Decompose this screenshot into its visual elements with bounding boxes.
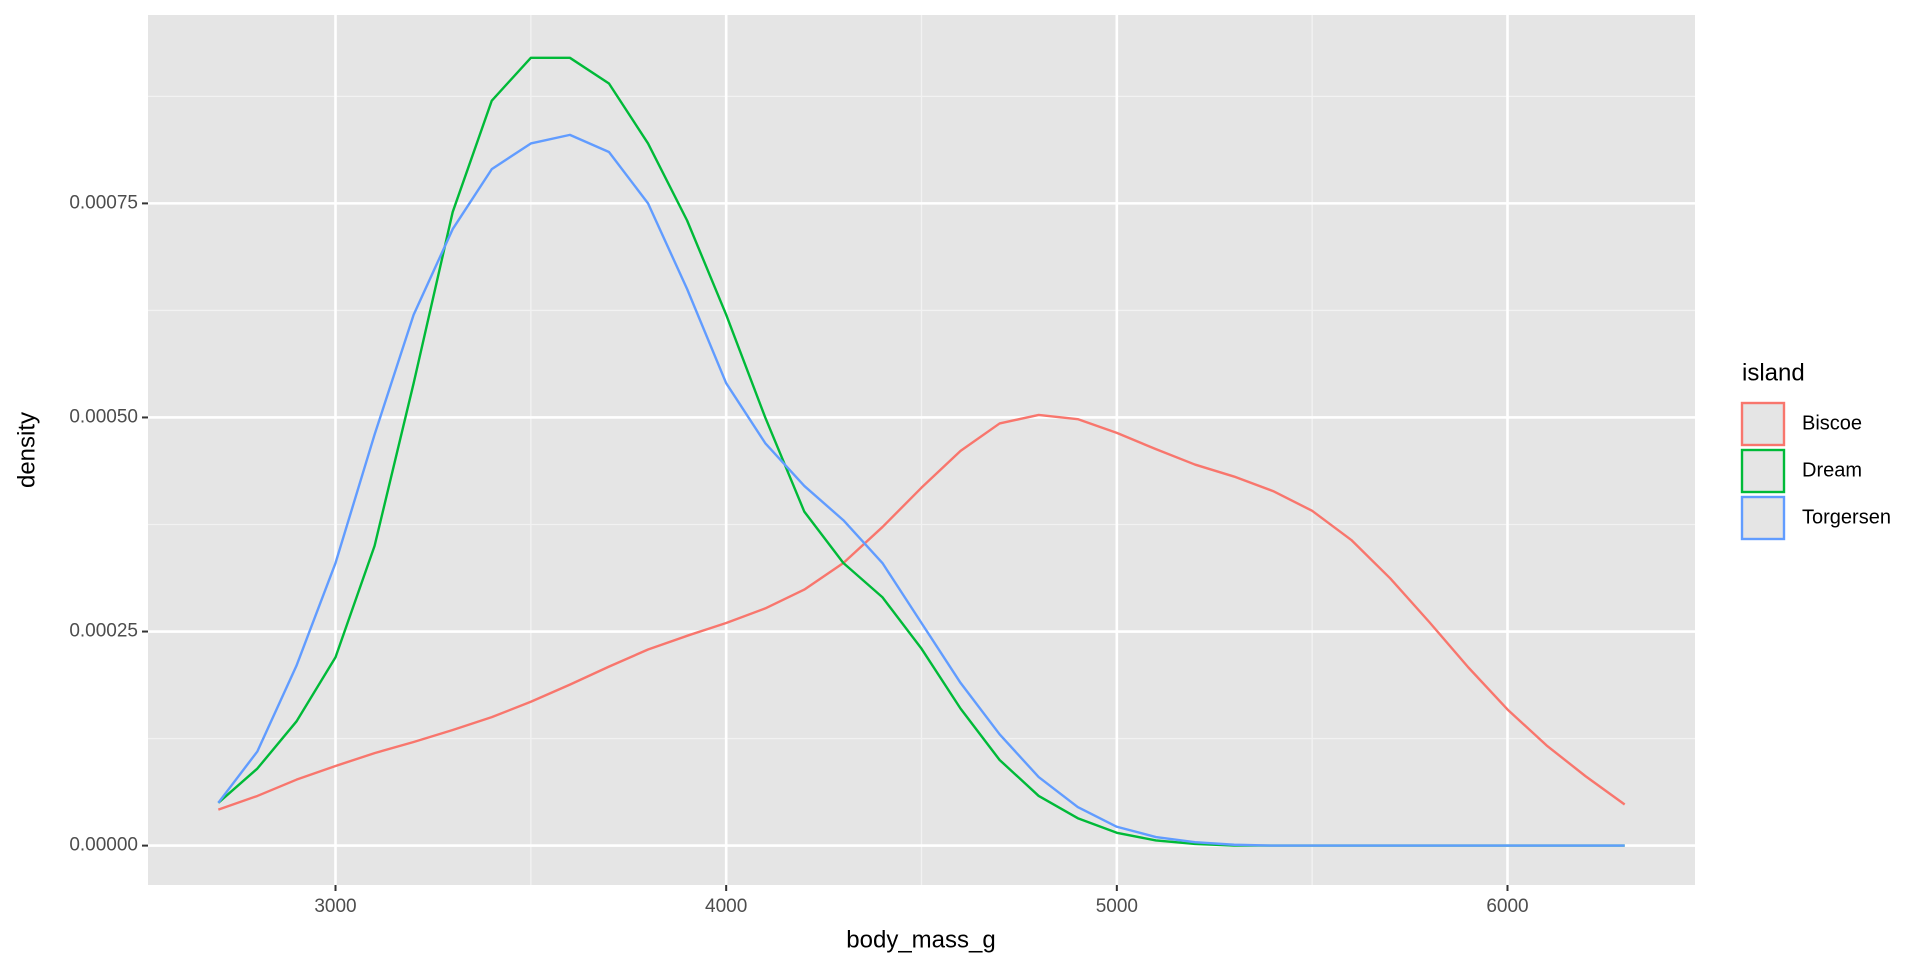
y-tick-label: 0.00000 [69,835,138,856]
y-tick-label: 0.00050 [69,406,138,427]
legend-key [1740,401,1786,447]
legend-label: Torgersen [1802,506,1891,528]
legend-key [1740,495,1786,541]
lines [217,56,1626,847]
x-tick-label: 5000 [1096,896,1138,917]
legend-title: island [1742,359,1805,386]
y-axis-title: density [13,412,40,488]
x-tick-label: 3000 [314,896,356,917]
grid [148,15,1695,885]
legend-label: Dream [1802,459,1862,481]
y-tick-label: 0.00075 [69,192,138,213]
x-tick-label: 4000 [705,896,747,917]
legend-label: Biscoe [1802,412,1862,434]
density-line [217,413,1626,811]
x-axis-title: body_mass_g [846,926,995,953]
legend: Biscoe Dream Torgersen [1740,401,1891,541]
x-tick-label: 6000 [1486,896,1528,917]
legend-key [1740,448,1786,494]
density-line [217,133,1625,847]
y-tick-label: 0.00025 [69,621,138,642]
